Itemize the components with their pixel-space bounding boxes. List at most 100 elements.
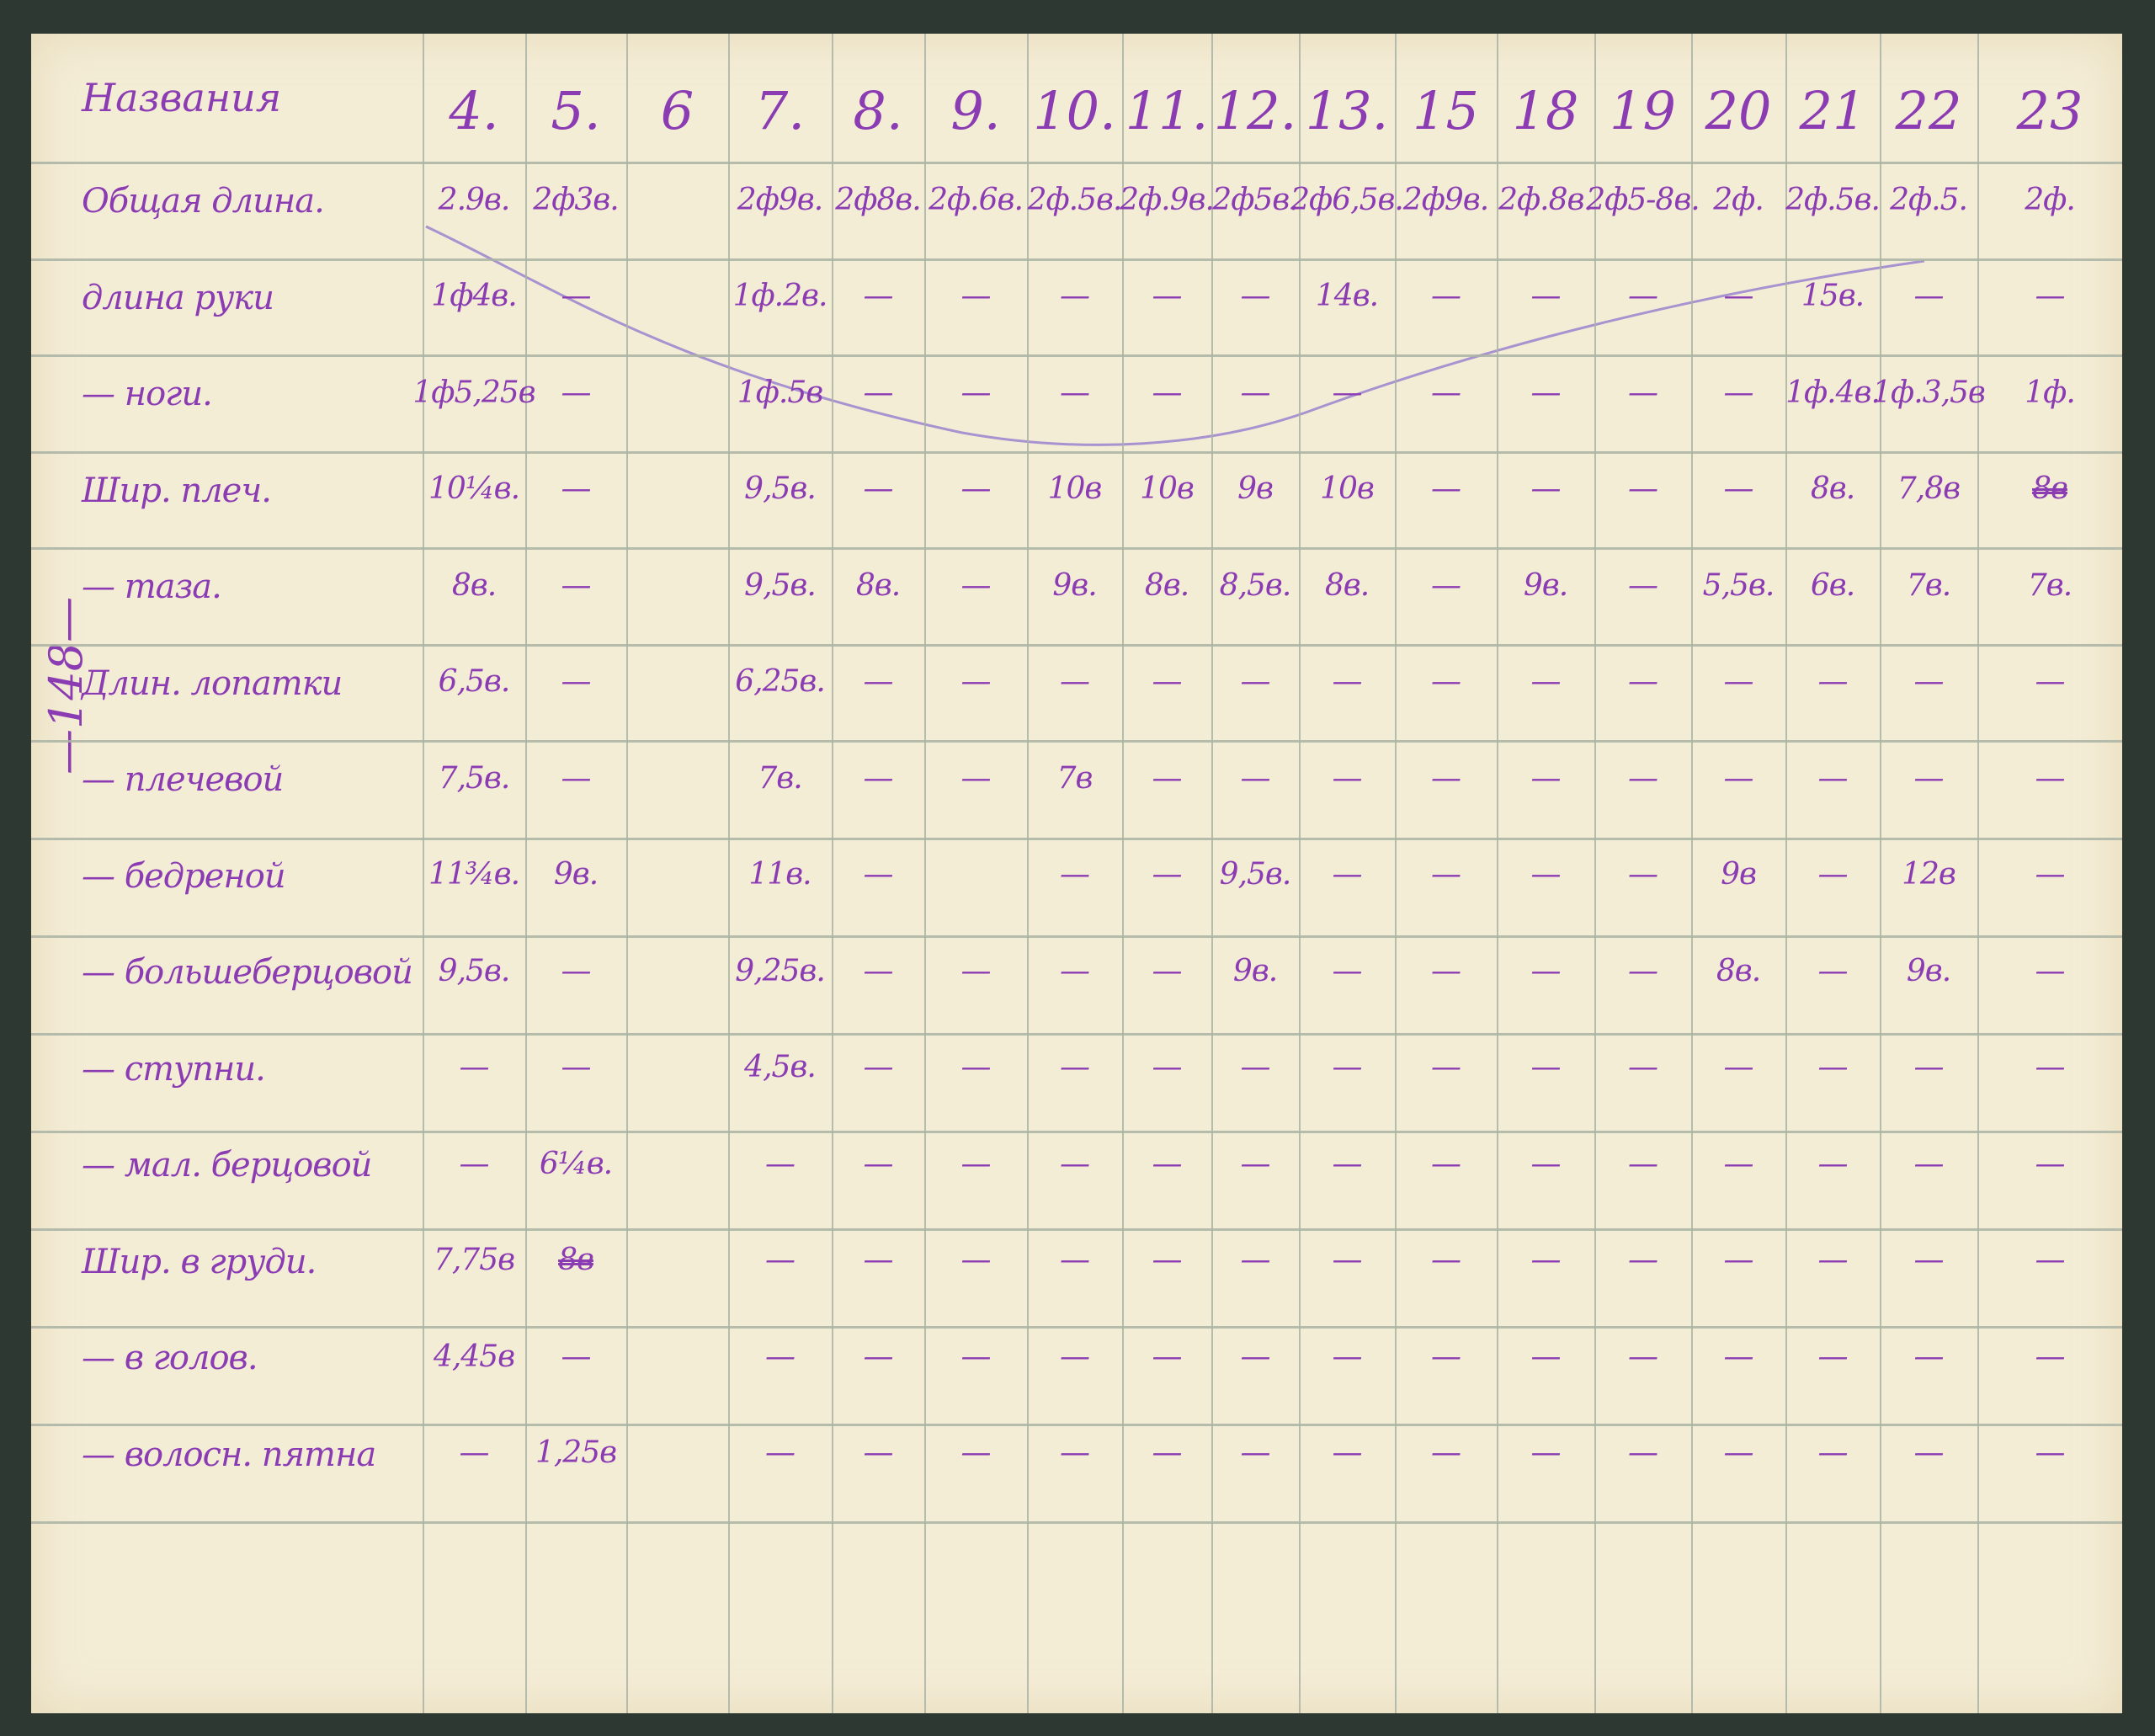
table-cell: — [1240, 664, 1271, 700]
table-cell: 1ф. [2025, 375, 2076, 410]
table-cell: — [561, 760, 592, 796]
row-label: Общая длина. [82, 182, 325, 221]
table-cell: — [1152, 1243, 1183, 1278]
table-cell: — [960, 279, 992, 314]
grid-vertical-line [1497, 34, 1498, 1713]
table-cell: 6,5в. [438, 664, 511, 700]
table-cell [626, 827, 728, 924]
table-cell: — [1060, 1435, 1090, 1471]
row-label: — большеберцовой [82, 953, 413, 993]
table-cell [924, 827, 1027, 924]
table-cell: — [1723, 1435, 1754, 1471]
table-cell: — [1332, 1339, 1363, 1374]
table-cell: — [1628, 857, 1658, 892]
table-cell: 9в. [1906, 953, 1951, 988]
table-cell: — [1431, 1050, 1461, 1085]
table-cell: — [1332, 375, 1363, 410]
table-cell: — [1152, 375, 1183, 410]
table-cell: — [1152, 953, 1183, 988]
row-label: — таза. [82, 567, 222, 607]
table-cell: — [1431, 664, 1461, 700]
row-label: Длин. лопатки [82, 663, 343, 703]
table-cell [626, 634, 728, 731]
column-header: 19 [1610, 79, 1676, 141]
table-cell: — [1628, 279, 1658, 314]
column-header: 6 [660, 79, 694, 141]
table-cell: 9,5в. [438, 953, 511, 988]
table-cell: — [1431, 1146, 1461, 1181]
table-cell: — [1530, 953, 1562, 988]
column-header: 23 [2016, 79, 2083, 141]
grid-horizontal-line [31, 1326, 2122, 1329]
table-cell: 8в [558, 1243, 594, 1278]
table-cell: — [863, 953, 894, 988]
table-cell [626, 923, 728, 1020]
table-cell: — [1060, 857, 1090, 892]
table-cell: — [765, 1243, 795, 1278]
table-cell: — [1240, 1339, 1271, 1374]
table-cell: — [1060, 664, 1090, 700]
row-label: — мал. берцовой [82, 1146, 372, 1185]
table-cell: — [561, 471, 592, 507]
table-cell: — [1431, 279, 1461, 314]
grid-horizontal-line [31, 450, 2122, 454]
grid-horizontal-line [31, 1424, 2122, 1426]
column-header: 13. [1305, 79, 1389, 141]
table-cell: 1ф.5в [737, 375, 823, 410]
table-cell: 7,5в. [438, 760, 511, 796]
table-cell: 2ф.5. [1890, 182, 1968, 217]
table-cell: — [1723, 279, 1754, 314]
table-cell: — [960, 1339, 992, 1374]
table-cell [626, 248, 728, 345]
table-cell: — [1723, 1339, 1754, 1374]
grid-vertical-line [1027, 34, 1029, 1713]
table-cell [626, 344, 728, 441]
table-cell: — [1817, 857, 1849, 892]
table-cell: — [1628, 471, 1658, 507]
table-cell: 11¾в. [428, 857, 520, 892]
table-cell: 2ф.6в. [929, 182, 1024, 217]
table-cell: — [1240, 1243, 1271, 1278]
table-cell: — [1817, 1146, 1849, 1181]
table-cell: — [2035, 1050, 2066, 1085]
column-header: 8. [853, 79, 903, 141]
table-cell: — [960, 375, 992, 410]
pencil-curve [425, 225, 1925, 446]
row-label: — ступни. [82, 1049, 266, 1089]
table-cell: 10¼в. [428, 471, 520, 507]
table-cell: — [1332, 953, 1363, 988]
table-cell: — [561, 567, 592, 603]
row-label: — бедреной [82, 856, 286, 896]
table-cell: 8,5в. [1219, 567, 1292, 603]
table-cell: — [1723, 375, 1754, 410]
table-cell: — [1530, 375, 1562, 410]
row-label: — ноги. [82, 375, 213, 414]
column-header: 12. [1213, 79, 1297, 141]
column-header: 10. [1033, 79, 1116, 141]
table-cell: 15в. [1801, 279, 1865, 314]
table-cell: — [1431, 1339, 1461, 1374]
table-cell: 2ф5в. [1212, 182, 1298, 217]
table-cell: 7в. [1906, 567, 1951, 603]
table-cell: — [960, 1435, 992, 1471]
column-header: 18 [1512, 79, 1579, 141]
table-cell: — [1913, 1435, 1945, 1471]
table-cell: — [1817, 1339, 1849, 1374]
table-cell: 9в. [553, 857, 599, 892]
header-title: Названия [82, 75, 282, 120]
table-cell: — [1152, 1435, 1183, 1471]
table-cell: 7,75в [433, 1243, 515, 1278]
table-cell: — [1628, 1435, 1658, 1471]
table-cell: — [1431, 1435, 1461, 1471]
table-cell: — [863, 664, 894, 700]
table-cell: — [1431, 375, 1461, 410]
table-cell: 1ф.2в. [732, 279, 828, 314]
grid-horizontal-line [31, 162, 2122, 164]
table-cell: 7в. [2027, 567, 2073, 603]
column-header: 22 [1895, 79, 1962, 141]
table-cell [626, 1020, 728, 1116]
table-cell: 2ф3в. [533, 182, 619, 217]
table-cell: — [960, 567, 992, 603]
table-cell: — [561, 279, 592, 314]
table-cell: — [1431, 760, 1461, 796]
